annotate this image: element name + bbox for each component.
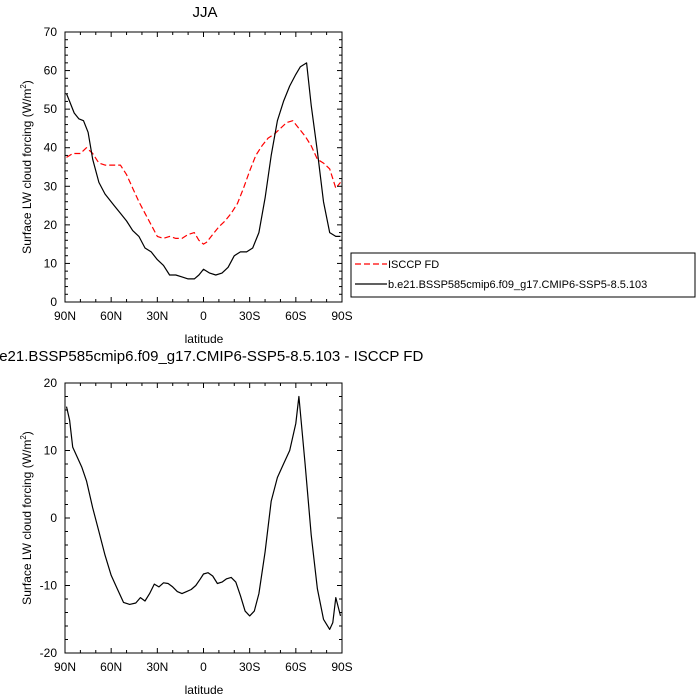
bottom-ticks: 90N 60N 30N 0 30S 60S 90S -20 -10 0 10 20 xyxy=(40,376,353,674)
top-ytick-label: 20 xyxy=(44,218,58,232)
top-ytick-label: 70 xyxy=(44,25,58,39)
top-ytick-label: 0 xyxy=(50,295,57,309)
bottom-ytick-label: 10 xyxy=(44,444,58,458)
top-y-axis-label-sup: 2 xyxy=(19,84,28,89)
bottom-xtick-label: 90N xyxy=(54,660,76,674)
top-xtick-label: 30N xyxy=(146,309,168,323)
top-xtick-label: 30S xyxy=(239,309,260,323)
bottom-panel: b.e21.BSSP585cmip6.f09_g17.CMIP6-SSP5-8.… xyxy=(0,348,423,697)
bottom-xtick-label: 30N xyxy=(146,660,168,674)
top-ticks: 90N 60N 30N 0 30S 60S 90S 0 10 20 30 40 50 60 70 xyxy=(44,25,353,323)
bottom-y-axis-label: Surface LW cloud forcing (W/m2) xyxy=(19,431,34,605)
top-y-axis-label-main: Surface LW cloud forcing (W/m xyxy=(20,89,34,254)
top-ytick-label: 30 xyxy=(44,179,58,193)
legend: ISCCP FD b.e21.BSSP585cmip6.f09_g17.CMIP… xyxy=(350,252,696,298)
bottom-ytick-label: -20 xyxy=(40,646,58,660)
top-ytick-label: 60 xyxy=(44,64,58,78)
legend-label-isccp: ISCCP FD xyxy=(388,259,439,271)
bottom-xtick-label: 30S xyxy=(239,660,260,674)
bottom-y-axis-label-end: ) xyxy=(20,431,34,435)
top-panel: JJA 90N 60N 30N 0 30S 60S 90S 0 10 20 30 40 50 60 70 l… xyxy=(19,4,353,346)
top-y-axis-label-end: ) xyxy=(20,80,34,84)
top-ytick-label: 50 xyxy=(44,102,58,116)
bottom-ytick-label: 20 xyxy=(44,376,58,390)
bottom-chart-title: b.e21.BSSP585cmip6.f09_g17.CMIP6-SSP5-8.… xyxy=(0,348,423,365)
bottom-x-axis-label: latitude xyxy=(185,683,224,697)
bottom-xtick-label: 90S xyxy=(331,660,352,674)
bottom-xtick-label: 60S xyxy=(285,660,306,674)
top-plot-frame xyxy=(64,31,343,303)
top-y-axis-label: Surface LW cloud forcing (W/m2) xyxy=(19,80,34,254)
bottom-ytick-label: -10 xyxy=(40,579,58,593)
legend-box xyxy=(350,252,696,298)
bottom-xtick-label: 60N xyxy=(100,660,122,674)
bottom-plot-frame xyxy=(64,382,343,654)
bottom-plot-lines xyxy=(65,395,342,631)
top-xtick-label: 0 xyxy=(200,309,207,323)
top-chart-title: JJA xyxy=(192,4,217,21)
legend-label-model: b.e21.BSSP585cmip6.f09_g17.CMIP6-SSP5-8.… xyxy=(388,279,647,291)
top-xtick-label: 60N xyxy=(100,309,122,323)
bottom-y-axis-label-main: Surface LW cloud forcing (W/m xyxy=(20,440,34,605)
top-plot-lines xyxy=(65,62,341,280)
bottom-series-line-0 xyxy=(65,395,342,631)
top-xtick-label: 90S xyxy=(331,309,352,323)
top-ytick-label: 40 xyxy=(44,141,58,155)
top-ytick-label: 10 xyxy=(44,256,58,270)
top-x-axis-label: latitude xyxy=(185,332,224,346)
top-xtick-label: 60S xyxy=(285,309,306,323)
bottom-xtick-label: 0 xyxy=(200,660,207,674)
bottom-ytick-label: 0 xyxy=(50,511,57,525)
bottom-y-axis-label-sup: 2 xyxy=(19,435,28,440)
top-series-line-0 xyxy=(66,120,341,245)
top-series-line-1 xyxy=(65,62,341,280)
top-xtick-label: 90N xyxy=(54,309,76,323)
